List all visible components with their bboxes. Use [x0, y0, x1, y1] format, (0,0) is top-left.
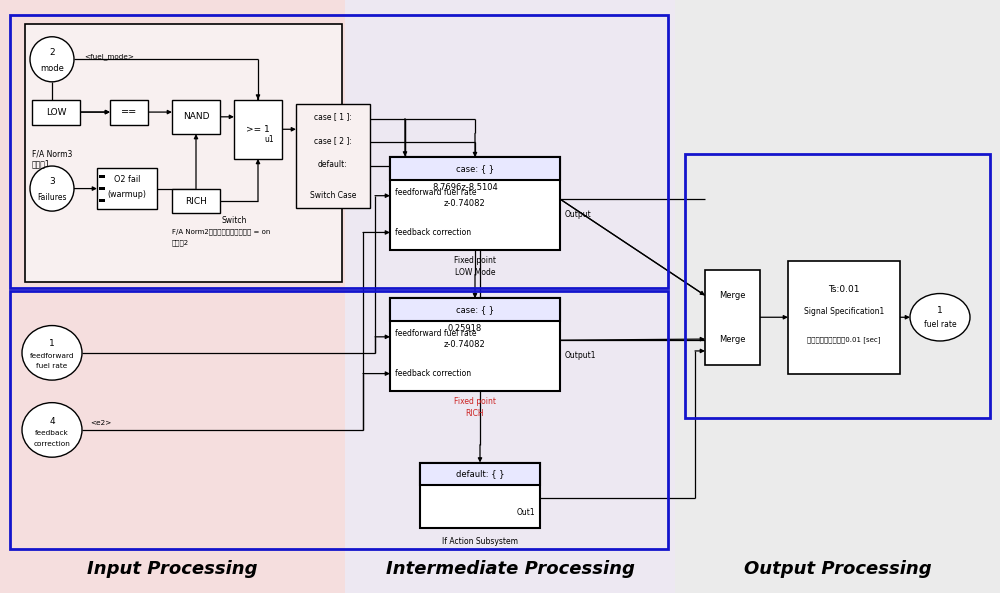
Text: >= 1: >= 1	[246, 125, 270, 134]
Text: Output: Output	[565, 210, 592, 219]
Text: default:: default:	[318, 160, 348, 169]
Bar	[172, 189, 220, 213]
Bar	[110, 100, 148, 125]
Bar	[345, 0, 675, 593]
Ellipse shape	[910, 294, 970, 341]
Text: RICH: RICH	[185, 196, 207, 206]
Bar	[420, 463, 540, 485]
Text: fuel rate: fuel rate	[924, 320, 956, 329]
Text: 4: 4	[49, 416, 55, 426]
Bar	[99, 199, 105, 202]
Ellipse shape	[30, 37, 74, 82]
Text: Intermediate Processing: Intermediate Processing	[386, 560, 634, 578]
Bar	[788, 261, 900, 374]
Text: RICH: RICH	[466, 409, 484, 418]
Bar	[234, 100, 282, 159]
Text: feedforward fuel rate: feedforward fuel rate	[395, 188, 477, 197]
Text: Signal Specification1: Signal Specification1	[804, 307, 884, 316]
Bar	[685, 154, 990, 418]
Text: correction: correction	[34, 441, 70, 447]
Bar	[705, 270, 760, 365]
Text: 1: 1	[49, 339, 55, 349]
Bar	[10, 15, 668, 288]
Bar	[296, 104, 370, 208]
Text: Merge: Merge	[719, 291, 746, 300]
Text: 2: 2	[49, 47, 55, 57]
Text: default: { }: default: { }	[456, 469, 504, 479]
Bar	[675, 0, 1000, 593]
Text: z-0.74082: z-0.74082	[444, 340, 486, 349]
Bar	[0, 0, 345, 593]
Bar	[390, 157, 560, 180]
Text: feedforward fuel rate: feedforward fuel rate	[395, 329, 477, 338]
Text: NAND: NAND	[183, 112, 209, 122]
Text: 3: 3	[49, 177, 55, 186]
Text: <e2>: <e2>	[90, 420, 111, 426]
Text: z-0.74082: z-0.74082	[444, 199, 486, 208]
Text: Fixed point: Fixed point	[454, 256, 496, 265]
Bar	[172, 100, 220, 134]
Text: Switch Case: Switch Case	[310, 191, 356, 200]
Text: feedforward: feedforward	[30, 353, 74, 359]
Bar	[390, 298, 560, 321]
Text: If Action Subsystem: If Action Subsystem	[442, 537, 518, 546]
Bar	[32, 100, 80, 125]
Ellipse shape	[22, 403, 82, 457]
Ellipse shape	[30, 166, 74, 211]
Bar	[420, 463, 540, 528]
Bar	[10, 291, 668, 549]
Text: ==: ==	[121, 107, 137, 117]
Text: 0.25918: 0.25918	[448, 324, 482, 333]
Bar	[97, 168, 157, 209]
Text: 8.7696z-8.5104: 8.7696z-8.5104	[432, 183, 498, 192]
Text: Failures: Failures	[37, 193, 67, 202]
Text: F/A Norm3
定数＝1: F/A Norm3 定数＝1	[32, 149, 72, 169]
Text: Ts:0.01: Ts:0.01	[828, 285, 860, 294]
Bar	[99, 187, 105, 190]
Text: Input Processing: Input Processing	[87, 560, 257, 578]
Text: 1: 1	[937, 305, 943, 315]
Text: O2 fail: O2 fail	[114, 175, 140, 184]
Text: Output Processing: Output Processing	[744, 560, 932, 578]
Text: LOW Mode: LOW Mode	[455, 268, 495, 277]
Text: <fuel_mode>: <fuel_mode>	[84, 53, 134, 60]
Text: feedback correction: feedback correction	[395, 228, 471, 237]
Text: Output1: Output1	[565, 351, 597, 361]
Text: case: { }: case: { }	[456, 305, 494, 314]
Text: サンプリング時間＝0.01 [sec]: サンプリング時間＝0.01 [sec]	[807, 336, 881, 343]
Text: Merge: Merge	[719, 334, 746, 343]
Text: LOW: LOW	[46, 107, 66, 117]
Text: 定数＝2: 定数＝2	[172, 240, 189, 246]
Bar	[99, 175, 105, 178]
Text: mode: mode	[40, 63, 64, 73]
Text: Fixed point: Fixed point	[454, 397, 496, 406]
Text: feedback correction: feedback correction	[395, 369, 471, 378]
Ellipse shape	[22, 326, 82, 380]
Text: fuel rate: fuel rate	[36, 364, 68, 369]
Text: F/A Norm2整数でオーバーフロー = on: F/A Norm2整数でオーバーフロー = on	[172, 228, 270, 235]
Text: feedback: feedback	[35, 430, 69, 436]
Bar	[25, 24, 342, 282]
Text: Out1: Out1	[516, 508, 535, 518]
Bar	[390, 298, 560, 391]
Text: case: { }: case: { }	[456, 164, 494, 173]
Text: case [ 2 ]:: case [ 2 ]:	[314, 136, 352, 145]
Text: case [ 1 ]:: case [ 1 ]:	[314, 112, 352, 122]
Text: (warmup): (warmup)	[108, 190, 146, 199]
Bar	[390, 157, 560, 250]
Text: u1: u1	[264, 135, 274, 144]
Text: Switch: Switch	[222, 216, 247, 225]
